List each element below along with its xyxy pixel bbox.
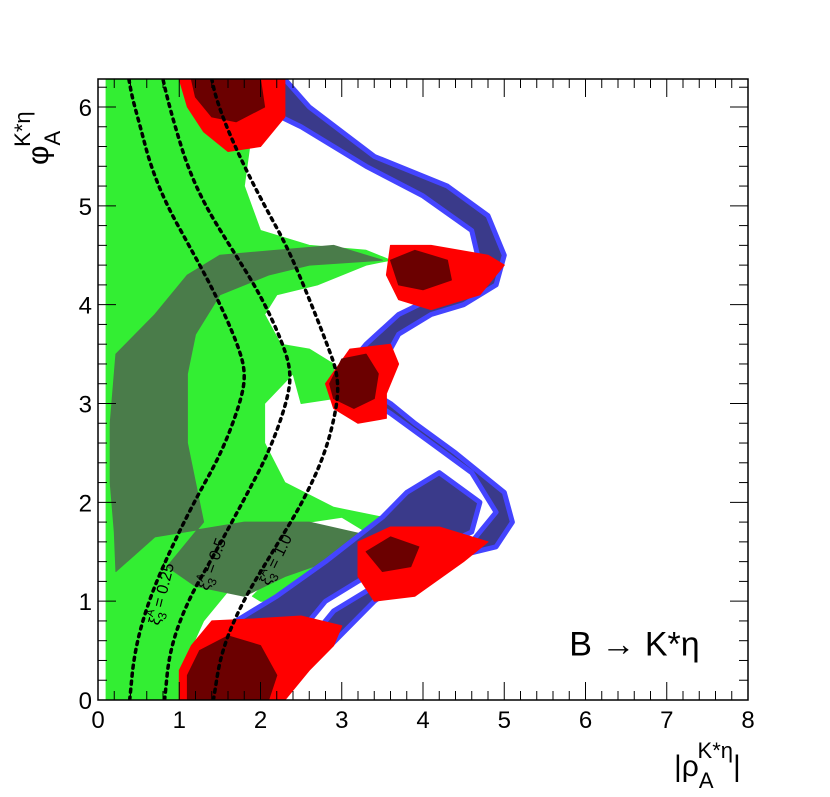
y-axis-title: φA K*η [10,111,65,165]
y-tick-label: 0 [79,688,92,715]
x-axis-title-sub: A [699,768,714,793]
y-tick-label: 6 [79,95,92,122]
y-axis-title-sub: A [40,131,65,146]
dark-red-lower-mid [365,536,420,572]
x-tick-label: 7 [660,707,673,734]
curve-0 [127,79,246,700]
x-tick-label: 3 [335,707,348,734]
process-label: B → K*η [569,626,699,664]
x-tick-label: 6 [579,707,592,734]
x-axis-title: |ρA K*η| [674,738,741,793]
ticks-layer [97,79,749,701]
curve-label-xi-05: ξ3A= 0.5 [192,534,234,594]
x-tick-label: 4 [416,707,429,734]
curves-layer [127,79,340,700]
regions-layer [105,79,515,700]
curve-label-xi-025-sup: A [144,607,158,618]
dark-red-upper-mid [390,249,452,291]
y-tick-label: 3 [79,391,92,418]
curve-label-xi-025-symbol: ξ [146,616,164,627]
x-tick-label: 2 [254,707,267,734]
y-tick-label: 4 [79,293,92,320]
y-tick-label: 5 [79,194,92,221]
x-axis-title-base: |ρ [674,750,699,783]
x-tick-label: 8 [741,707,754,734]
curve-label-xi-05-sup: A [194,572,208,584]
y-axis-title-sup: K*η [10,111,35,146]
curve-2 [210,79,340,700]
x-tick-label: 5 [498,707,511,734]
y-tick-label: 1 [79,589,92,616]
x-axis-title-close: | [733,750,741,783]
x-axis-title-sup: K*η [698,738,733,763]
curve-1 [161,79,292,700]
x-tick-label: 1 [173,707,186,734]
y-tick-label: 2 [79,490,92,517]
dark-red-bottom [186,635,278,700]
light-green-region [105,79,416,700]
tick-labels-layer: 0 1 2 3 4 5 6 7 8 0 1 2 3 4 5 6 [79,95,755,734]
x-tick-label: 0 [91,707,104,734]
y-axis-title-base: φ [22,146,55,165]
curve-label-xi-05-sub: 3 [205,576,221,587]
curve-label-xi-025-sub: 3 [155,611,170,621]
